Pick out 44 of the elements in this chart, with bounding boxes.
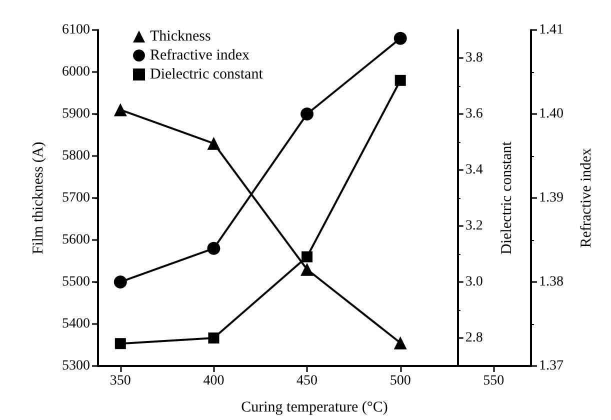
point bbox=[114, 103, 127, 116]
y-tick-label: 5800 bbox=[62, 148, 90, 164]
y-tick-label: 5700 bbox=[62, 190, 90, 206]
point bbox=[208, 332, 220, 344]
x-tick-label: 450 bbox=[296, 374, 318, 388]
y2-tick-label: 2.8 bbox=[465, 330, 483, 346]
y2-tick-label: 3.0 bbox=[465, 274, 483, 290]
y2-tick-label: 3.2 bbox=[465, 218, 483, 234]
y-tick-label: 5600 bbox=[62, 232, 90, 248]
x-tick-label: 500 bbox=[390, 374, 411, 388]
point bbox=[207, 136, 220, 150]
y-tick-label: 6100 bbox=[62, 22, 90, 38]
y2-axis-title: Dielectric constant bbox=[498, 140, 515, 254]
point bbox=[394, 336, 407, 350]
point bbox=[300, 262, 314, 276]
x-tick-label: 550 bbox=[483, 374, 504, 388]
y2-tick-label: 3.6 bbox=[465, 106, 483, 122]
point bbox=[114, 276, 127, 288]
y2-tick-label: 3.8 bbox=[465, 50, 483, 66]
y-axis-title: Film thickness (A) bbox=[30, 142, 46, 254]
point bbox=[300, 108, 314, 120]
y-tick-label: 6000 bbox=[62, 64, 90, 80]
y-tick-label: 5900 bbox=[62, 106, 90, 122]
point bbox=[394, 32, 407, 45]
y3-tick-label: 1.40 bbox=[539, 106, 564, 122]
point bbox=[207, 242, 220, 255]
y3-tick-label: 1.39 bbox=[539, 190, 564, 206]
y3-tick-label: 1.37 bbox=[539, 358, 564, 374]
y3-axis-title: Refractive index bbox=[578, 148, 594, 248]
x-tick-label: 350 bbox=[110, 374, 131, 388]
x-axis-title: Curing temperature (°C) bbox=[241, 400, 388, 416]
x-tick-label: 400 bbox=[203, 374, 224, 388]
point bbox=[114, 338, 126, 350]
legend-label: Dielectric constant bbox=[150, 66, 264, 82]
legend-label: Thickness bbox=[150, 28, 211, 44]
y-tick-label: 5300 bbox=[62, 358, 90, 374]
point bbox=[302, 251, 313, 262]
y3-tick-label: 1.41 bbox=[539, 22, 564, 38]
point bbox=[394, 74, 406, 86]
y2-tick-label: 3.4 bbox=[465, 162, 483, 178]
legend-label: Refractive index bbox=[150, 48, 250, 64]
y-tick-label: 5500 bbox=[62, 274, 90, 290]
y-tick-label: 5400 bbox=[62, 316, 90, 332]
y3-tick-label: 1.38 bbox=[539, 274, 564, 290]
